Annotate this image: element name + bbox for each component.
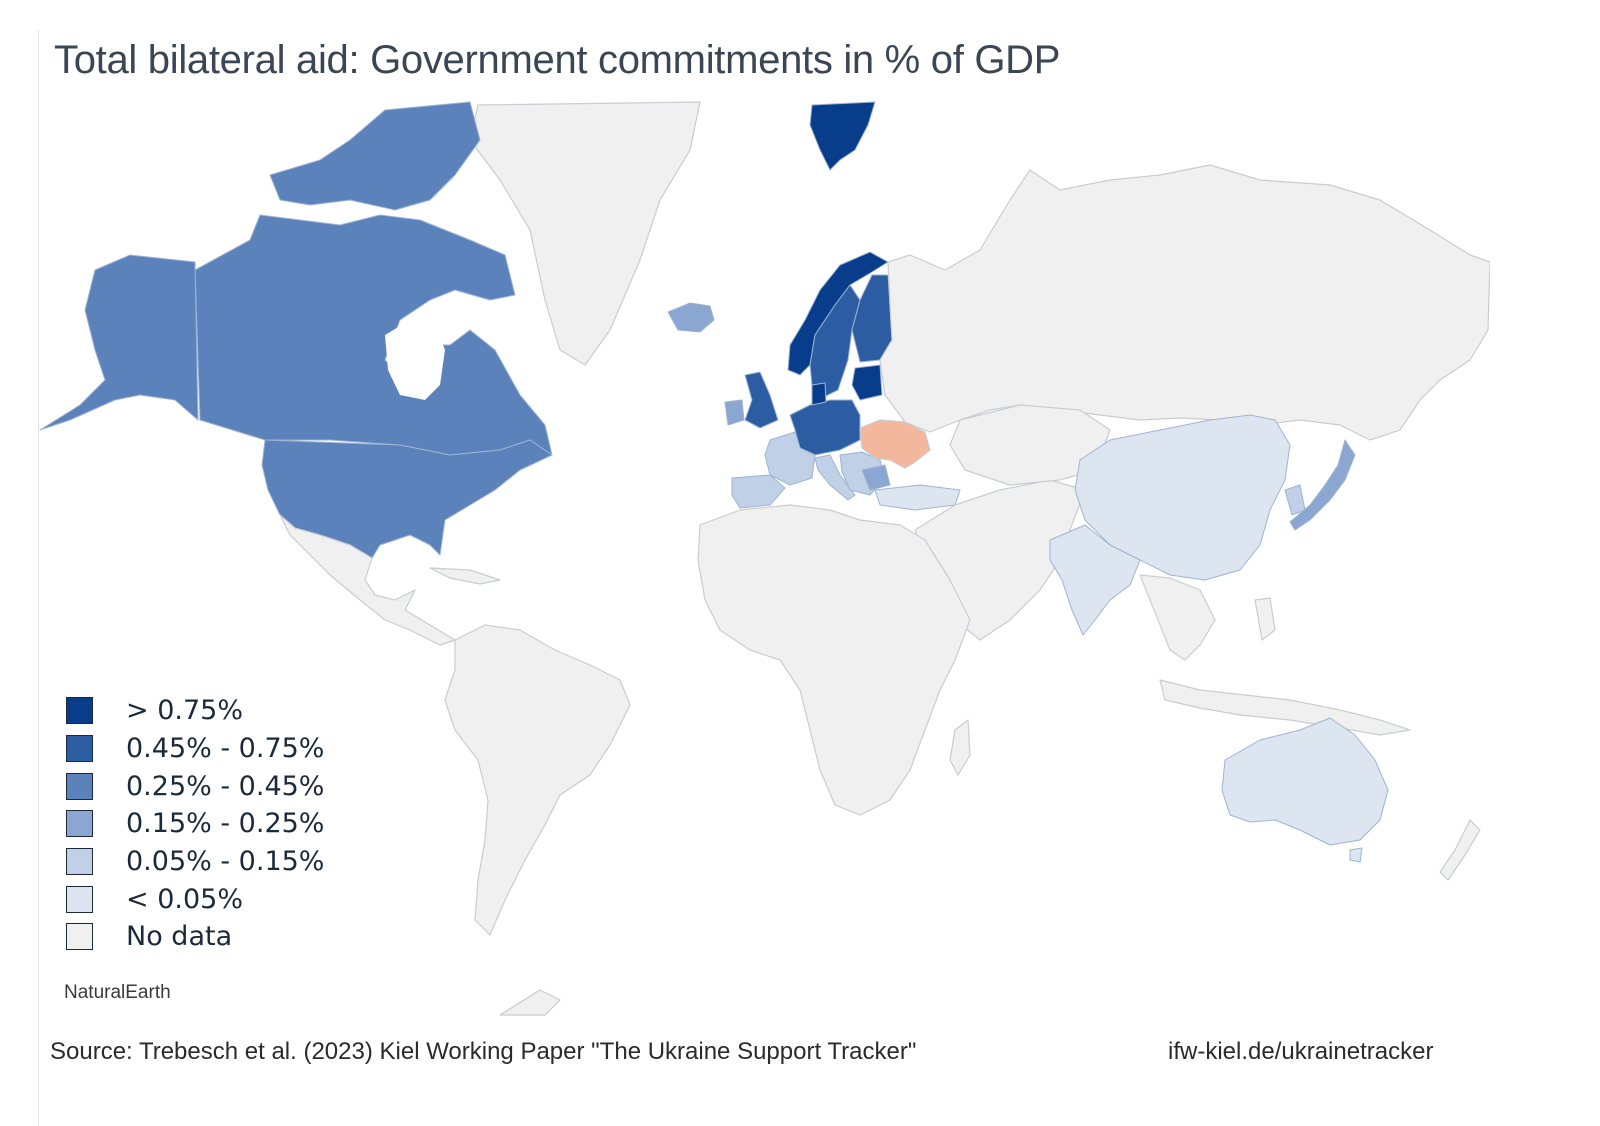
region-denmark xyxy=(811,382,827,406)
region-turkey xyxy=(874,484,961,511)
region-ireland xyxy=(724,399,745,426)
region-iberia xyxy=(731,474,786,509)
region-indonesia xyxy=(1159,679,1411,736)
map-title: Total bilateral aid: Government commitme… xyxy=(54,38,1061,82)
region-south-america xyxy=(444,624,631,936)
legend: > 0.75% 0.45% - 0.75% 0.25% - 0.45% 0.15… xyxy=(66,692,324,956)
region-antarctica xyxy=(499,989,561,1016)
legend-label: 0.45% - 0.75% xyxy=(126,733,325,765)
choropleth-map xyxy=(39,101,1490,1016)
region-mexico-central-america xyxy=(279,514,456,646)
website-link[interactable]: ifw-kiel.de/ukrainetracker xyxy=(1168,1038,1434,1065)
legend-swatch xyxy=(66,848,93,876)
legend-item: 0.15% - 0.25% xyxy=(66,805,324,843)
legend-label: No data xyxy=(126,921,233,953)
region-africa xyxy=(697,504,971,816)
region-china xyxy=(1074,414,1291,581)
legend-swatch xyxy=(66,697,93,725)
legend-item: 0.45% - 0.75% xyxy=(66,730,324,768)
region-australia xyxy=(1221,717,1389,846)
legend-label: 0.15% - 0.25% xyxy=(126,808,325,840)
region-greenland xyxy=(469,101,701,366)
region-central-europe xyxy=(789,399,861,456)
region-southeast-asia xyxy=(1139,574,1216,661)
region-romania-bulgaria xyxy=(861,464,891,491)
region-baltics xyxy=(851,364,883,401)
region-svalbard xyxy=(809,101,876,171)
region-canada-arctic-islands xyxy=(269,101,481,211)
region-india xyxy=(1049,524,1141,636)
region-italy xyxy=(814,454,856,501)
region-korea xyxy=(1284,484,1306,516)
region-alaska xyxy=(39,254,199,431)
region-canada xyxy=(194,214,553,456)
region-iceland xyxy=(667,302,715,333)
legend-item: < 0.05% xyxy=(66,880,324,918)
legend-swatch xyxy=(66,923,93,951)
legend-swatch xyxy=(66,885,93,913)
region-new-zealand xyxy=(1439,819,1481,881)
legend-item: No data xyxy=(66,918,324,956)
legend-label: < 0.05% xyxy=(126,883,243,915)
legend-item: 0.25% - 0.45% xyxy=(66,767,324,805)
region-russia xyxy=(879,164,1490,441)
source-note: Source: Trebesch et al. (2023) Kiel Work… xyxy=(50,1038,917,1065)
legend-item: > 0.75% xyxy=(66,692,324,730)
region-hudson-bay xyxy=(385,320,445,400)
map-attribution: NaturalEarth xyxy=(64,982,171,1003)
legend-label: 0.25% - 0.45% xyxy=(126,770,325,802)
region-tasmania xyxy=(1349,847,1363,863)
region-caribbean xyxy=(429,567,501,585)
legend-label: 0.05% - 0.15% xyxy=(126,846,325,878)
legend-label: > 0.75% xyxy=(126,695,243,727)
legend-swatch xyxy=(66,810,93,838)
frame-left-border xyxy=(38,30,39,1126)
region-ukraine xyxy=(859,419,931,469)
legend-swatch xyxy=(66,772,93,800)
legend-swatch xyxy=(66,735,93,763)
region-uk xyxy=(744,371,779,429)
legend-item: 0.05% - 0.15% xyxy=(66,843,324,881)
region-japan xyxy=(1289,439,1356,531)
region-madagascar xyxy=(949,719,971,776)
region-philippines xyxy=(1254,597,1276,641)
region-france xyxy=(764,431,816,486)
